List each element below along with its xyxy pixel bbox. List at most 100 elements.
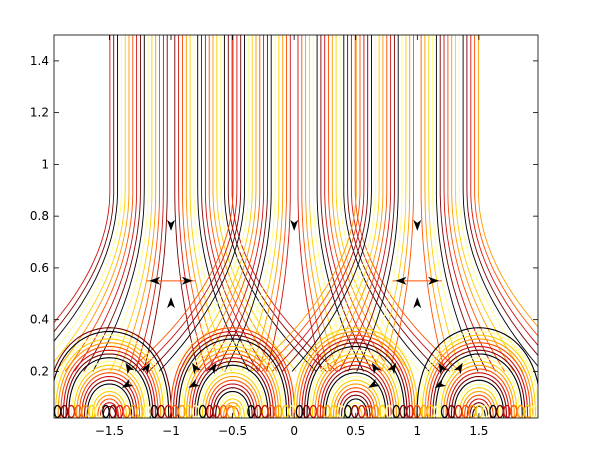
- streamline: [424, 338, 534, 418]
- arrowhead: [167, 219, 175, 231]
- streamline: [68, 357, 151, 418]
- streamline: [346, 402, 366, 418]
- streamline: [317, 360, 395, 418]
- streamline: [455, 35, 524, 372]
- streamline: [261, 35, 361, 372]
- streamline: [474, 35, 538, 337]
- streamline: [364, 35, 403, 372]
- streamline: [233, 35, 276, 372]
- streamline: [332, 383, 379, 418]
- streamline: [158, 35, 245, 372]
- streamline: [73, 364, 146, 418]
- streamline: [320, 35, 384, 372]
- streamline: [180, 342, 285, 418]
- streamline: [458, 35, 534, 372]
- streamline: [54, 35, 126, 363]
- streamline: [94, 394, 125, 418]
- arrowhead: [453, 362, 463, 375]
- streamline: [306, 345, 405, 418]
- streamline: [171, 404, 179, 418]
- streamline: [469, 402, 489, 418]
- streamline: [314, 357, 398, 418]
- x-tick-label: −1: [162, 424, 180, 438]
- streamline: [65, 353, 154, 418]
- arrowhead: [192, 362, 202, 375]
- streamline: [295, 330, 416, 418]
- streamline: [305, 35, 339, 372]
- streamline: [89, 387, 130, 418]
- streamline: [328, 35, 392, 372]
- streamline: [209, 383, 256, 418]
- streamline: [451, 35, 515, 372]
- streamline: [54, 35, 115, 333]
- streamline: [312, 35, 356, 372]
- streamline: [445, 368, 513, 418]
- y-tick-label: 0.6: [30, 261, 49, 275]
- streamline: [335, 387, 376, 418]
- plot-frame: [53, 34, 539, 419]
- streamline: [348, 405, 363, 418]
- streamline: [331, 35, 401, 372]
- streamline: [172, 330, 293, 418]
- streamline: [335, 35, 410, 372]
- streamline: [220, 398, 245, 418]
- streamline: [297, 35, 323, 372]
- streamline: [64, 35, 134, 372]
- streamline: [471, 405, 486, 418]
- streamline: [74, 404, 83, 418]
- arrowhead: [438, 362, 448, 375]
- streamline: [453, 379, 505, 418]
- streamline: [319, 364, 392, 418]
- arrowhead: [207, 362, 217, 375]
- streamline: [196, 364, 269, 418]
- streamline: [150, 404, 159, 418]
- streamline: [54, 35, 118, 342]
- x-tick-label: −1.5: [95, 424, 124, 438]
- streamline: [182, 35, 216, 372]
- streamline: [311, 353, 400, 418]
- arrowhead: [413, 297, 422, 309]
- axes: −1.5 −1 −0.5 0 0.5 1 1.5 0.2 0.4 0.6 0.8 1 1.2 1.4: [30, 34, 539, 438]
- streamline: [54, 35, 122, 352]
- streamline: [178, 35, 208, 372]
- arrowhead: [368, 378, 380, 388]
- streamline: [193, 35, 241, 372]
- streamline: [432, 35, 470, 372]
- streamline: [54, 327, 172, 418]
- streamline: [178, 338, 288, 418]
- streamline: [347, 35, 395, 372]
- streamline: [356, 35, 399, 372]
- streamline: [74, 35, 138, 372]
- x-tick-label: 0: [290, 424, 298, 438]
- streamline: [197, 35, 250, 372]
- streamline: [267, 404, 276, 418]
- streamline: [466, 35, 538, 357]
- streamline: [327, 375, 384, 418]
- streamline: [373, 35, 407, 372]
- streamline: [183, 345, 282, 418]
- streamline: [447, 35, 505, 372]
- streamline: [91, 390, 127, 418]
- streamline: [350, 404, 359, 418]
- streamline: [271, 35, 365, 372]
- streamline: [97, 398, 122, 418]
- arrowhead: [371, 362, 381, 375]
- x-tick-label: −0.5: [218, 424, 247, 438]
- streamline: [215, 35, 268, 372]
- streamline: [62, 349, 157, 418]
- streamline: [185, 349, 280, 418]
- streamline: [454, 404, 463, 418]
- streamline: [442, 364, 515, 418]
- streamline: [249, 35, 284, 372]
- streamline: [216, 35, 297, 372]
- streamline: [464, 394, 494, 418]
- streamline: [170, 327, 296, 418]
- streamline: [301, 338, 411, 418]
- arrowhead: [387, 362, 397, 375]
- streamline: [293, 327, 419, 418]
- streamline: [416, 327, 538, 418]
- streamline: [126, 35, 160, 372]
- streamline: [329, 35, 388, 372]
- streamline: [217, 394, 248, 418]
- streamline: [109, 35, 153, 372]
